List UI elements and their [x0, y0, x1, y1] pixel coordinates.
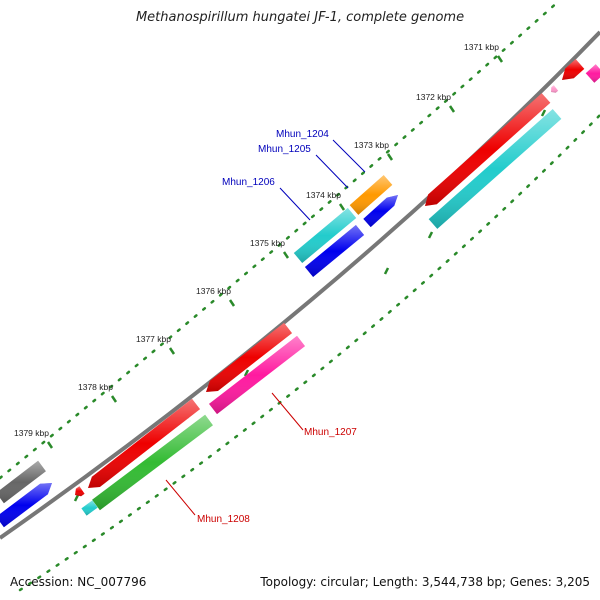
- gene-mhun-1202-shading: [585, 64, 600, 83]
- gene-mhun-1199-shading: [425, 93, 551, 206]
- inner-scale-line: [18, 113, 600, 592]
- gene-mhun-1209-shading: [75, 486, 85, 497]
- gene-mhun-1204-shading: [349, 175, 393, 215]
- tick-label: 1375 kbp: [250, 238, 285, 248]
- gene-mhun-1211-shading: [0, 460, 46, 504]
- gene-mhun-1213-shading: [551, 85, 559, 93]
- major-tick: [386, 153, 394, 161]
- gene-mhun-1205-shading: [363, 195, 398, 228]
- tick-label: 1373 kbp: [354, 140, 389, 150]
- map-title: Methanospirillum hungatei JF-1, complete…: [135, 10, 465, 25]
- tick-label: 1377 kbp: [136, 334, 171, 344]
- inner-tick: [383, 267, 390, 275]
- inner-tick: [73, 494, 80, 502]
- accession-text: Accession: NC_007796: [10, 575, 147, 589]
- tick-label: 1372 kbp: [416, 92, 451, 102]
- genome-backbone: [0, 30, 600, 540]
- gene-mhun-1208b-shading: [92, 414, 213, 511]
- gene-mhun-1206-shading: [293, 208, 357, 263]
- tick-label: 1374 kbp: [306, 190, 341, 200]
- outer-scale-line: [0, 0, 562, 480]
- gene-mhun-1207-shading: [206, 322, 292, 392]
- gene-label-mhun-1204[interactable]: Mhun_1204: [276, 129, 329, 140]
- gene-mhun-1201-shading: [562, 59, 585, 80]
- gene-mhun-1210-shading: [81, 500, 98, 516]
- gene-labels: Mhun_1204 Mhun_1205 Mhun_1206 Mhun_1207 …: [197, 129, 357, 525]
- major-ticks: [46, 55, 547, 502]
- tick-label: 1378 kbp: [78, 382, 113, 392]
- gene-mhun-1208-shading: [88, 398, 200, 488]
- tick-label: 1379 kbp: [14, 428, 49, 438]
- major-tick: [228, 299, 236, 307]
- inner-tick: [243, 369, 250, 377]
- major-tick: [168, 347, 176, 355]
- gene-mhun-1200-shading: [428, 109, 562, 229]
- gene-label-mhun-1205[interactable]: Mhun_1205: [258, 144, 311, 155]
- gene-mhun-1212-shading: [0, 483, 52, 528]
- major-tick: [496, 55, 504, 63]
- topology-text: Topology: circular; Length: 3,544,738 bp…: [260, 575, 590, 589]
- gene-label-mhun-1207[interactable]: Mhun_1207: [304, 427, 357, 438]
- inner-tick: [427, 231, 434, 239]
- major-tick: [448, 105, 456, 113]
- inner-tick: [540, 109, 547, 117]
- major-tick: [282, 251, 290, 259]
- label-leaders: [165, 139, 366, 516]
- tick-label: 1371 kbp: [464, 42, 499, 52]
- major-tick: [46, 441, 54, 449]
- major-tick: [338, 203, 346, 211]
- tick-labels: 1371 kbp 1372 kbp 1373 kbp 1374 kbp 1375 kbp…: [14, 42, 499, 438]
- gene-label-mhun-1208[interactable]: Mhun_1208: [197, 514, 250, 525]
- major-tick: [110, 395, 118, 403]
- gene-mhun-1207b-shading: [209, 335, 305, 415]
- gene-mhun-1206b-shading: [304, 225, 365, 277]
- genes: [0, 59, 600, 528]
- tick-label: 1376 kbp: [196, 286, 231, 296]
- gene-label-mhun-1206[interactable]: Mhun_1206: [222, 177, 275, 188]
